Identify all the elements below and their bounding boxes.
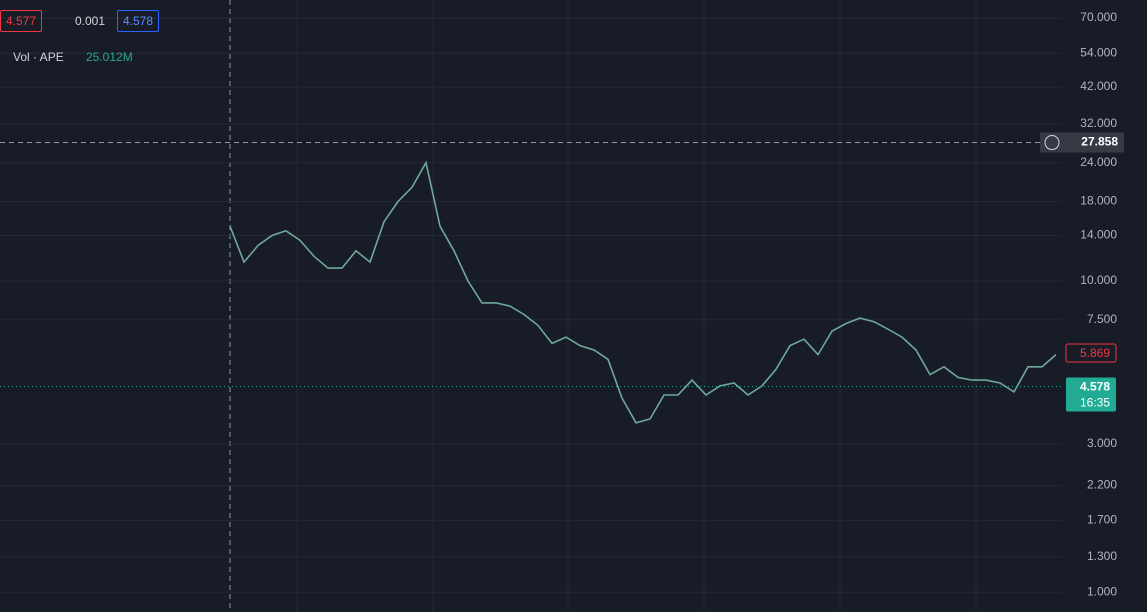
countdown-label: 16:35 xyxy=(1080,396,1110,410)
vertical-grid xyxy=(296,0,977,612)
legend-close: 4.578 xyxy=(117,10,160,32)
current-price-bg xyxy=(1066,377,1116,412)
y-tick-label: 1.000 xyxy=(1087,584,1117,598)
add-alert-icon xyxy=(1044,135,1060,151)
price-label-bg xyxy=(1065,343,1117,363)
price-label: 5.869 xyxy=(1080,346,1110,360)
legend-change: 0.001 xyxy=(75,14,106,28)
volume-value: 25.012M xyxy=(86,50,133,64)
volume-label: Vol · APE xyxy=(13,50,64,64)
y-tick-label: 70.000 xyxy=(1080,10,1117,24)
legend-open: 4.577 xyxy=(0,10,43,32)
y-tick-label: 10.000 xyxy=(1080,273,1117,287)
y-tick-label: 24.000 xyxy=(1080,155,1117,169)
y-tick-label: 3.000 xyxy=(1087,436,1117,450)
price-line xyxy=(229,160,1057,424)
y-tick-label: 1.700 xyxy=(1087,513,1117,527)
y-tick-label: 1.300 xyxy=(1087,549,1117,563)
crosshair-label: 27.858 xyxy=(1081,135,1118,149)
y-tick-label: 7.500 xyxy=(1087,312,1117,326)
current-price-label: 4.578 xyxy=(1080,380,1110,394)
y-tick-label: 2.200 xyxy=(1087,478,1117,492)
y-tick-label: 32.000 xyxy=(1080,116,1117,130)
crosshair-label-bg xyxy=(1040,132,1124,153)
y-tick-label: 54.000 xyxy=(1080,45,1117,59)
y-tick-label: 42.000 xyxy=(1080,79,1117,93)
y-tick-label: 18.000 xyxy=(1080,194,1117,208)
y-tick-label: 14.000 xyxy=(1080,228,1117,242)
